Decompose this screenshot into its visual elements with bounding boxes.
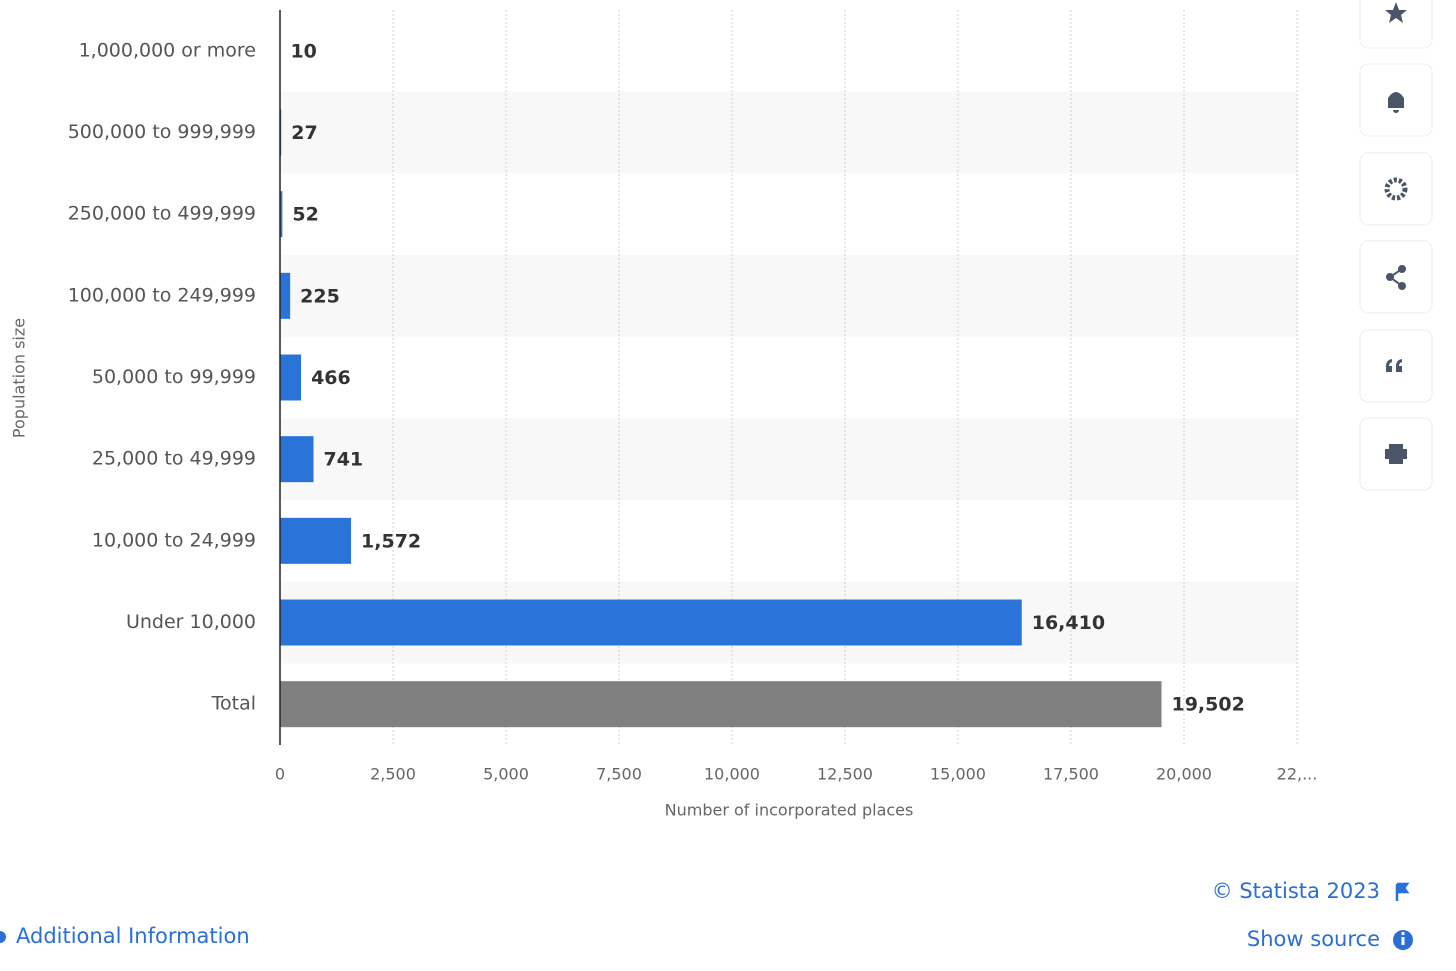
value-label: 16,410 [1032,612,1105,634]
y-tick-label: 1,000,000 or more [79,39,256,61]
value-label: 1,572 [361,530,421,552]
value-label: 52 [292,204,318,226]
value-label: 741 [323,449,363,471]
y-tick-label: 25,000 to 49,999 [92,448,256,470]
x-tick-label: 17,500 [1043,765,1099,784]
y-tick-label: 500,000 to 999,999 [68,121,256,143]
bar [280,518,351,564]
row-band [280,418,1297,500]
x-tick-label: 20,000 [1156,765,1212,784]
row-band [280,255,1297,337]
x-tick-label: 7,500 [596,765,642,784]
value-label: 10 [290,40,316,62]
value-label: 27 [291,122,317,144]
x-tick-label: 0 [275,765,285,784]
x-axis-label: Number of incorporated places [665,801,914,820]
x-tick-label: 5,000 [483,765,529,784]
flag-icon [1397,884,1407,901]
bar [280,600,1022,646]
value-label: 466 [311,367,351,389]
bar [280,273,290,319]
y-tick-label: Total [211,693,256,715]
bar [280,355,301,401]
y-tick-label: 10,000 to 24,999 [92,529,256,551]
value-label: 225 [300,285,340,307]
x-tick-label: 2,500 [370,765,416,784]
show-source-link[interactable]: Show source [1247,927,1380,951]
x-tick-label: 12,500 [817,765,873,784]
info-icon [0,931,6,943]
bar [280,681,1161,727]
info-icon-dot [1401,932,1404,935]
y-tick-label: Under 10,000 [126,611,256,633]
x-tick-label: 10,000 [704,765,760,784]
row-backgrounds [280,92,1297,664]
info-icon-bar [1402,937,1405,945]
x-tick-label: 22,... [1277,765,1318,784]
x-tick-label: 15,000 [930,765,986,784]
share-button[interactable] [1360,241,1432,313]
toolbar [1360,0,1432,490]
settings-button[interactable] [1360,153,1432,225]
additional-info-link[interactable]: Additional Information [16,924,250,948]
bar [280,436,313,482]
y-tick-label: 100,000 to 249,999 [68,284,256,306]
row-band [280,92,1297,174]
y-axis-label: Population size [10,318,29,438]
y-tick-label: 250,000 to 499,999 [68,203,256,225]
value-label: 19,502 [1171,694,1244,716]
copyright-link[interactable]: © Statista 2023 [1212,879,1380,903]
y-tick-label: 50,000 to 99,999 [92,366,256,388]
